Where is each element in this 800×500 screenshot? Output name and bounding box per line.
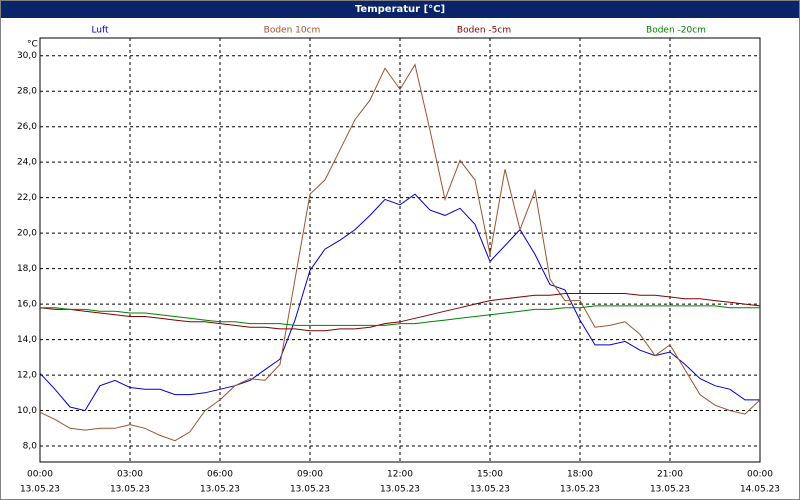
legend-entry: Luft — [91, 26, 109, 36]
title-bar — [0, 0, 800, 18]
y-tick-label: 26,0 — [17, 122, 37, 132]
series-line — [39, 193, 760, 412]
legend-entry: Boden -5cm — [457, 26, 511, 36]
y-tick-label: 16,0 — [17, 300, 37, 310]
x-tick-label: 00:00 — [747, 470, 773, 480]
y-tick-label: 8,0 — [23, 442, 38, 452]
y-tick-label: 28,0 — [17, 87, 37, 97]
y-tick-label: 20,0 — [17, 229, 37, 239]
x-tick-date: 13.05.23 — [380, 485, 420, 495]
x-tick-date: 13.05.23 — [290, 485, 330, 495]
y-tick-label: 10,0 — [17, 406, 37, 416]
x-tick-date: 14.05.23 — [740, 485, 780, 495]
legend-entry: Boden -20cm — [646, 26, 706, 36]
x-tick-label: 18:00 — [567, 470, 593, 480]
x-tick-label: 15:00 — [477, 470, 503, 480]
y-unit: °C — [27, 40, 38, 50]
x-tick-date: 13.05.23 — [110, 485, 150, 495]
x-tick-label: 09:00 — [297, 470, 323, 480]
chart-title: Temperatur [°C] — [355, 4, 445, 15]
x-tick-label: 21:00 — [657, 470, 683, 480]
x-tick-label: 06:00 — [207, 470, 233, 480]
y-tick-label: 22,0 — [17, 193, 37, 203]
y-tick-label: 12,0 — [17, 371, 37, 381]
x-tick-label: 00:00 — [27, 470, 53, 480]
series-line — [39, 293, 761, 332]
series-line — [39, 63, 761, 442]
y-tick-label: 18,0 — [17, 264, 37, 274]
y-tick-label: 14,0 — [17, 335, 37, 345]
x-tick-date: 13.05.23 — [470, 485, 510, 495]
x-tick-date: 13.05.23 — [650, 485, 690, 495]
legend-entry: Boden 10cm — [264, 26, 321, 36]
y-tick-label: 24,0 — [17, 158, 37, 168]
y-tick-label: 30,0 — [17, 51, 37, 61]
x-tick-label: 12:00 — [387, 470, 413, 480]
x-tick-date: 13.05.23 — [200, 485, 240, 495]
x-tick-label: 03:00 — [117, 470, 143, 480]
series-line — [40, 305, 760, 326]
x-tick-date: 13.05.23 — [20, 485, 60, 495]
x-tick-date: 13.05.23 — [560, 485, 600, 495]
